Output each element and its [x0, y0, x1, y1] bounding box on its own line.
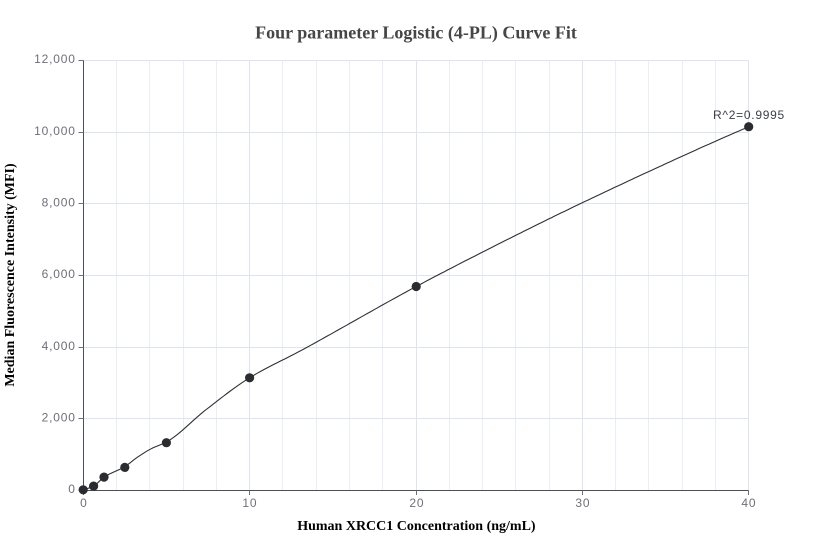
svg-text:0: 0 — [68, 482, 75, 496]
svg-text:Median Fluorescence Intensity: Median Fluorescence Intensity (MFI) — [3, 163, 18, 387]
svg-text:10,000: 10,000 — [34, 124, 76, 138]
svg-text:4,000: 4,000 — [42, 339, 76, 353]
svg-text:20: 20 — [409, 496, 424, 510]
svg-text:8,000: 8,000 — [42, 196, 76, 210]
svg-text:R^2=0.9995: R^2=0.9995 — [713, 108, 785, 122]
svg-text:10: 10 — [242, 496, 257, 510]
svg-text:30: 30 — [575, 496, 590, 510]
svg-text:Human XRCC1 Concentration (ng/: Human XRCC1 Concentration (ng/mL) — [297, 519, 536, 534]
svg-text:6,000: 6,000 — [42, 267, 76, 281]
svg-text:0: 0 — [80, 496, 87, 510]
svg-text:2,000: 2,000 — [42, 411, 76, 425]
svg-text:40: 40 — [741, 496, 756, 510]
svg-text:12,000: 12,000 — [34, 52, 76, 66]
svg-text:Four parameter Logistic (4-PL): Four parameter Logistic (4-PL) Curve Fit — [255, 22, 577, 43]
